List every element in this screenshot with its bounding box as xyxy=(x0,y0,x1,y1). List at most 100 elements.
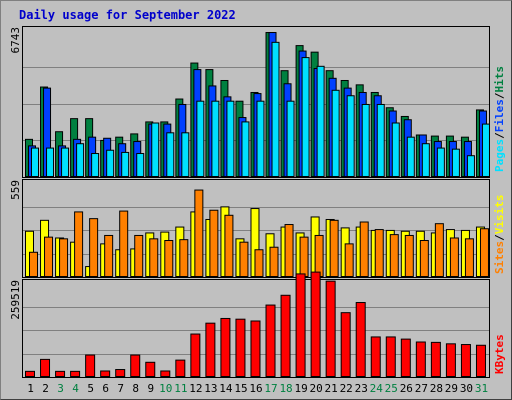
bar-pages-day-25 xyxy=(391,122,400,178)
bar-sites-day-19 xyxy=(299,236,309,277)
bar-pages-day-31 xyxy=(481,123,490,178)
bar-sites-day-18 xyxy=(284,224,294,277)
legend-files: Files xyxy=(493,99,506,132)
x-tick-label: 20 xyxy=(310,382,323,395)
bar-sites-day-10 xyxy=(164,240,174,278)
legend-hits: Hits xyxy=(493,66,506,93)
bar-sites-day-12 xyxy=(194,189,204,277)
bar-sites-day-8 xyxy=(134,234,144,278)
x-tick-label: 2 xyxy=(42,382,49,395)
x-tick-label: 19 xyxy=(294,382,307,395)
bar-sites-day-27 xyxy=(419,240,429,278)
x-tick-label: 8 xyxy=(132,382,139,395)
bar-kbytes-day-4 xyxy=(70,370,81,378)
bar-sites-day-17 xyxy=(269,246,279,277)
legend-kbytes: KBytes xyxy=(493,334,506,374)
bar-pages-day-27 xyxy=(421,143,430,177)
bar-sites-day-16 xyxy=(254,249,264,278)
x-tick-label: 23 xyxy=(355,382,368,395)
x-tick-label: 10 xyxy=(159,382,172,395)
bar-kbytes-day-6 xyxy=(100,370,111,378)
x-tick-label: 13 xyxy=(204,382,217,395)
bar-kbytes-day-24 xyxy=(370,336,381,378)
bar-kbytes-day-25 xyxy=(385,336,396,378)
x-tick-label: 22 xyxy=(340,382,353,395)
bar-kbytes-day-22 xyxy=(340,312,351,378)
bar-kbytes-day-14 xyxy=(220,317,231,377)
bar-kbytes-day-8 xyxy=(130,354,141,377)
bar-pages-day-30 xyxy=(466,155,475,178)
x-tick-label: 16 xyxy=(249,382,262,395)
bar-kbytes-day-16 xyxy=(250,320,261,377)
bar-pages-day-8 xyxy=(136,153,145,178)
x-tick-label: 7 xyxy=(117,382,124,395)
bar-kbytes-day-3 xyxy=(55,370,66,378)
bar-kbytes-day-28 xyxy=(430,341,441,378)
y-max-label: 559 xyxy=(9,180,22,200)
panel-hits: 6743 xyxy=(9,26,490,178)
bar-sites-day-28 xyxy=(434,223,444,277)
bar-pages-day-26 xyxy=(406,136,415,177)
bar-pages-day-7 xyxy=(121,151,130,177)
bar-kbytes-day-1 xyxy=(25,370,35,378)
bar-kbytes-day-7 xyxy=(115,369,126,377)
bar-sites-day-11 xyxy=(179,239,189,277)
legend: KBytes xyxy=(493,334,506,374)
bar-kbytes-day-30 xyxy=(460,344,471,378)
bar-sites-day-6 xyxy=(104,234,114,278)
bar-pages-day-9 xyxy=(151,122,160,178)
bar-pages-day-5 xyxy=(91,153,100,178)
bar-kbytes-day-11 xyxy=(175,359,186,377)
legend-sites: Sites xyxy=(493,241,506,274)
bar-pages-day-16 xyxy=(256,100,265,177)
bar-sites-day-15 xyxy=(239,241,249,277)
bar-pages-day-18 xyxy=(286,100,295,177)
bar-sites-day-5 xyxy=(89,218,99,277)
bar-pages-day-17 xyxy=(271,41,280,177)
bar-pages-day-13 xyxy=(211,100,220,177)
bar-kbytes-day-10 xyxy=(160,370,171,378)
bar-sites-day-3 xyxy=(59,238,69,277)
bar-sites-day-14 xyxy=(224,214,234,277)
bar-kbytes-day-17 xyxy=(265,304,276,377)
bar-pages-day-4 xyxy=(76,143,85,177)
bar-pages-day-24 xyxy=(376,103,385,177)
bar-kbytes-day-5 xyxy=(85,354,96,377)
legend-separator: / xyxy=(493,132,506,139)
legend: Sites/Visits xyxy=(493,195,506,275)
bar-kbytes-day-27 xyxy=(415,341,426,378)
bar-sites-day-9 xyxy=(149,238,159,277)
x-tick-label: 26 xyxy=(400,382,413,395)
bar-pages-day-20 xyxy=(316,65,325,177)
bar-sites-day-1 xyxy=(29,251,38,277)
bar-pages-day-1 xyxy=(31,147,39,177)
legend-pages: Pages xyxy=(493,139,506,172)
bar-sites-day-25 xyxy=(389,234,399,277)
bar-kbytes-day-21 xyxy=(325,280,336,377)
bar-sites-day-4 xyxy=(74,211,84,278)
bar-sites-day-7 xyxy=(119,210,129,277)
x-tick-label: 29 xyxy=(445,382,458,395)
bar-kbytes-day-31 xyxy=(475,344,486,377)
bar-pages-day-2 xyxy=(46,147,55,177)
bar-pages-day-23 xyxy=(361,103,370,177)
legend-separator: / xyxy=(493,92,506,99)
bar-pages-day-21 xyxy=(331,89,340,177)
x-tick-label: 25 xyxy=(385,382,398,395)
x-tick-label: 3 xyxy=(57,382,64,395)
bar-kbytes-day-23 xyxy=(355,302,366,377)
bar-kbytes-day-2 xyxy=(40,358,51,378)
bar-pages-day-14 xyxy=(226,100,235,177)
bar-sites-day-21 xyxy=(329,219,339,277)
bar-pages-day-22 xyxy=(346,95,355,177)
x-tick-label: 30 xyxy=(460,382,473,395)
bar-pages-day-11 xyxy=(181,132,190,177)
legend-visits: Visits xyxy=(493,195,506,235)
x-tick-label: 21 xyxy=(325,382,338,395)
bar-pages-day-19 xyxy=(301,57,310,177)
legend-separator: / xyxy=(493,234,506,241)
y-max-label: 259519 xyxy=(9,280,22,320)
bar-pages-day-10 xyxy=(166,132,175,177)
bar-sites-day-20 xyxy=(314,234,324,278)
